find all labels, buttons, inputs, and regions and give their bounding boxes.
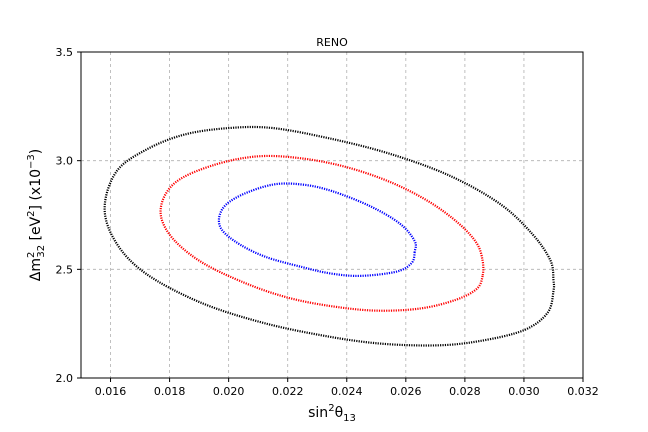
x-tick-label: 0.022 bbox=[272, 385, 304, 398]
y-axis-label-sup: 2 bbox=[26, 252, 37, 258]
y-axis-label-mid-sup: 2 bbox=[26, 210, 37, 216]
tick-layer: 0.016 0.018 0.020 0.022 0.024 0.026 0.028 0.030… bbox=[56, 46, 599, 398]
x-tick-label: 0.016 bbox=[95, 385, 127, 398]
y-axis-label-end: ) bbox=[28, 149, 44, 154]
x-tick-label: 0.020 bbox=[213, 385, 245, 398]
contour-line-0 bbox=[217, 182, 417, 278]
x-tick-label: 0.028 bbox=[449, 385, 481, 398]
x-axis-label-theta: θ bbox=[335, 405, 344, 421]
y-axis-label-post-sup: −3 bbox=[26, 154, 37, 169]
y-tick-label: 3.5 bbox=[56, 46, 74, 59]
y-axis-label-mid: [eV bbox=[28, 216, 44, 245]
series-layer bbox=[103, 125, 556, 347]
chart-title: RENO bbox=[316, 36, 348, 49]
grid-layer bbox=[81, 51, 584, 379]
x-tick-label: 0.032 bbox=[567, 385, 599, 398]
y-axis-label-post: ] (x10 bbox=[28, 169, 44, 210]
x-tick-label: 0.030 bbox=[508, 385, 540, 398]
x-axis-label-sub: 13 bbox=[343, 413, 356, 424]
x-tick-label: 0.018 bbox=[154, 385, 186, 398]
x-tick-label: 0.026 bbox=[390, 385, 422, 398]
y-axis-label-sub: 32 bbox=[36, 245, 47, 258]
x-axis-label-sup: 2 bbox=[328, 403, 334, 414]
contour-line-1 bbox=[159, 154, 485, 312]
plot-frame bbox=[80, 51, 584, 379]
y-tick-label: 2.5 bbox=[56, 263, 74, 276]
contour-line-2 bbox=[103, 125, 556, 347]
y-axis-label: Δm232 [eV2] (x10−3) bbox=[26, 149, 47, 282]
x-tick-label: 0.024 bbox=[331, 385, 363, 398]
x-axis-label-base: sin bbox=[308, 405, 328, 421]
y-tick-label: 2.0 bbox=[56, 372, 74, 385]
y-tick-label: 3.0 bbox=[56, 155, 74, 168]
x-axis-label: sin2θ13 bbox=[308, 403, 356, 424]
y-axis-label-pre: Δm bbox=[28, 258, 44, 281]
